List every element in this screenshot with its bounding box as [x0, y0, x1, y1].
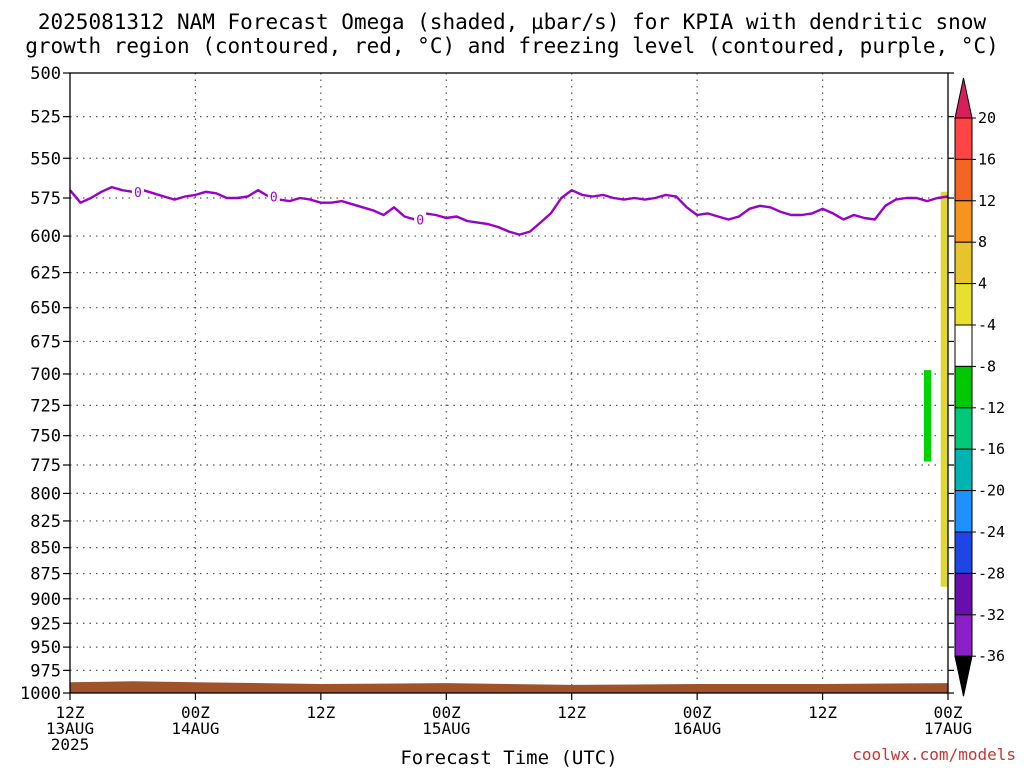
colorbar-box [954, 283, 973, 326]
freezing-level-contour: 0 0 0 [69, 183, 949, 236]
y-tick-label: 700 [30, 365, 61, 385]
y-tick-label: 975 [30, 661, 61, 681]
omega-region [940, 191, 948, 587]
x-tick-label: 00Z [181, 703, 210, 722]
x-tick-label: 00Z [934, 703, 963, 722]
colorbar-box [954, 158, 973, 202]
x-axis-label: Forecast Time (UTC) [400, 747, 617, 768]
y-tick-label: 900 [30, 590, 61, 610]
colorbar-label: 4 [978, 275, 987, 293]
terrain-area [70, 681, 948, 693]
colorbar-box [954, 448, 973, 492]
colorbar-box [954, 324, 973, 367]
y-tick-label: 525 [30, 108, 61, 128]
colorbar-label: -12 [978, 399, 1005, 417]
colorbar-label: -24 [978, 523, 1005, 541]
grid-lines [70, 73, 948, 693]
y-tick-label: 650 [30, 299, 61, 319]
y-tick-label: 1000 [20, 684, 61, 704]
colorbar-label: -8 [978, 357, 996, 375]
x-tick-label: 12Z [557, 703, 586, 722]
x-tick-label: 12Z [56, 703, 85, 722]
y-tick-label: 775 [30, 456, 61, 476]
y-tick-label: 850 [30, 539, 61, 559]
colorbar-box [954, 572, 973, 616]
y-tick-label: 600 [30, 227, 61, 247]
colorbar-label: -20 [978, 482, 1005, 500]
colorbar-box [954, 531, 973, 574]
plot-border [69, 72, 949, 694]
surface-terrain [70, 681, 948, 693]
chart-title-line1: 2025081312 NAM Forecast Omega (shaded, µ… [38, 10, 987, 34]
colorbar-label: -4 [978, 316, 996, 334]
colorbar-box [954, 490, 973, 533]
y-tick-label: 725 [30, 396, 61, 416]
contour-label-bg [414, 211, 427, 228]
y-tick-label: 925 [30, 614, 61, 634]
contour-label-bg [267, 188, 280, 205]
y-tick-label: 575 [30, 189, 61, 209]
colorbar-label: 12 [978, 192, 996, 210]
contour-label: 0 [270, 190, 278, 205]
omega-shading [923, 191, 948, 587]
plot-frame [69, 72, 949, 694]
y-tick-label: 950 [30, 638, 61, 658]
x-tick-label: 15AUG [422, 719, 470, 738]
y-tick-label: 500 [30, 64, 61, 84]
colorbar-label: 20 [978, 109, 996, 127]
y-tick-label: 800 [30, 484, 61, 504]
y-tick-label: 825 [30, 512, 61, 532]
colorbar: 20 16 12 8 4 -4 -8 -12 -16 -20 -24 -28 -32 -36 [954, 77, 1005, 697]
colorbar-box [954, 614, 973, 657]
x-tick-label: 00Z [432, 703, 461, 722]
colorbar-label: -16 [978, 440, 1005, 458]
y-tick-label: 625 [30, 264, 61, 284]
contour-label-bg [131, 183, 144, 200]
omega-region [923, 370, 932, 462]
colorbar-box [954, 241, 973, 285]
colorbar-label: -28 [978, 564, 1005, 582]
x-tick-label: 16AUG [673, 719, 721, 738]
y-tick-label: 875 [30, 565, 61, 585]
colorbar-box [954, 407, 973, 450]
colorbar-label: -36 [978, 647, 1005, 665]
x-tick-label: 2025 [51, 735, 90, 754]
y-axis-ticks: 500 525 550 575 600 625 650 675 700 725 750 775 800 8… [20, 64, 954, 704]
colorbar-bottom-arrow [954, 655, 973, 697]
colorbar-label: -32 [978, 606, 1005, 624]
colorbar-label: 8 [978, 233, 987, 251]
y-tick-label: 750 [30, 427, 61, 447]
y-tick-label: 550 [30, 149, 61, 169]
x-tick-label: 13AUG [46, 719, 94, 738]
x-tick-label: 14AUG [171, 719, 219, 738]
y-tick-label: 675 [30, 332, 61, 352]
colorbar-label: 16 [978, 150, 996, 168]
contour-label: 0 [134, 186, 142, 201]
x-tick-label: 17AUG [924, 719, 972, 738]
colorbar-box [954, 200, 973, 243]
colorbar-box [954, 365, 973, 409]
colorbar-box [954, 117, 973, 160]
colorbar-top-arrow [954, 77, 973, 119]
x-tick-label: 12Z [808, 703, 837, 722]
x-tick-label: 12Z [306, 703, 335, 722]
x-tick-label: 00Z [683, 703, 712, 722]
freezing-level-line [69, 185, 949, 236]
credit-text: coolwx.com/models [852, 745, 1016, 764]
chart-title-line2: growth region (contoured, red, °C) and f… [25, 34, 999, 58]
contour-label: 0 [416, 214, 424, 229]
